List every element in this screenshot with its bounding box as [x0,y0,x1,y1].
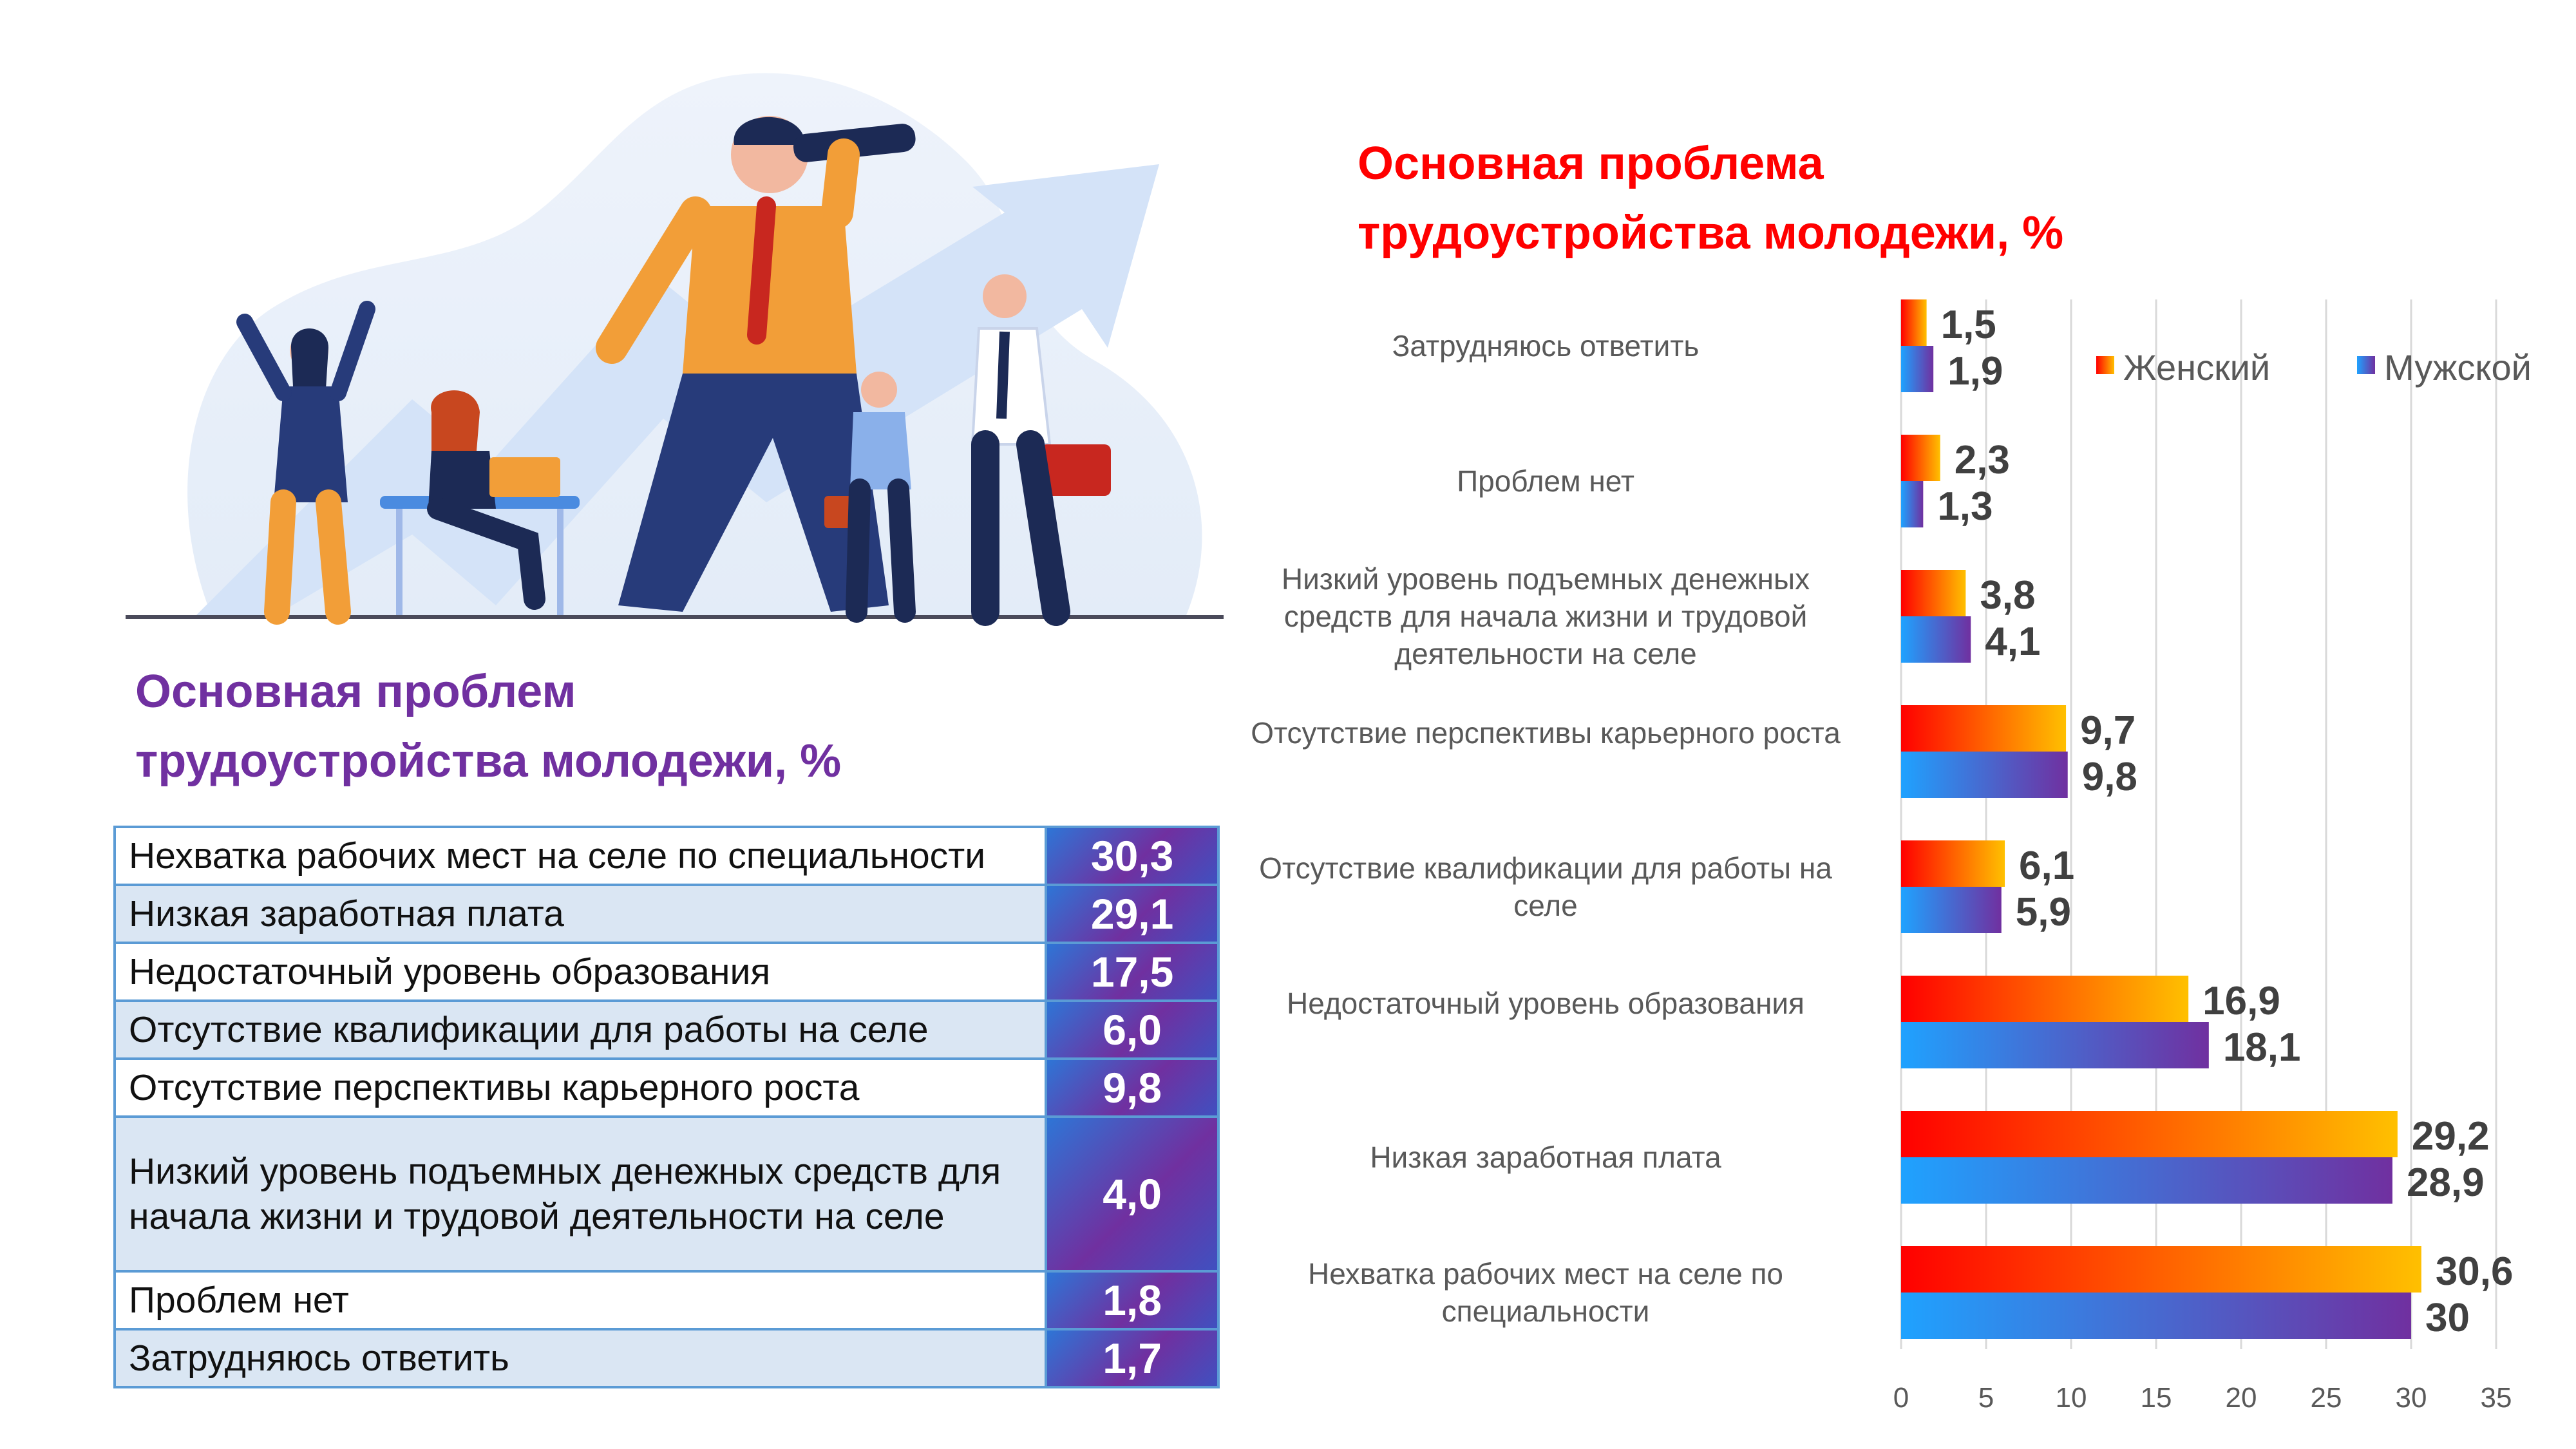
data-label: 4,1 [1985,620,2040,664]
x-tick-label: 5 [1978,1382,1994,1414]
bar-male [1901,1293,2411,1339]
x-tick-label: 0 [1893,1382,1909,1414]
bar-female [1901,435,1940,481]
table-title-line2: трудоустройства молодежи, % [135,735,842,787]
data-label: 1,9 [1947,349,2003,393]
data-label: 3,8 [1980,573,2035,618]
bar-female [1901,705,2067,752]
row-label: Нехватка рабочих мест на селе по специал… [113,826,1048,886]
data-label: 9,7 [2080,708,2136,753]
row-value: 30,3 [1045,826,1220,886]
bar-female [1901,976,2189,1022]
table-row: Отсутствие перспективы карьерного роста … [113,1057,1220,1118]
bar-male [1901,1157,2392,1204]
table-row: Низкая заработная плата 29,1 [113,884,1220,944]
row-label: Проблем нет [113,1270,1048,1331]
row-value: 1,7 [1045,1328,1220,1388]
table-title-line1: Основная проблем [135,666,576,717]
row-value: 29,1 [1045,884,1220,944]
table-row: Проблем нет 1,8 [113,1270,1220,1331]
bar-female [1901,570,1966,616]
table-row: Нехватка рабочих мест на селе по специал… [113,826,1220,886]
man-with-telescope-figure [596,116,916,612]
woman-figure [236,301,375,625]
teamwork-illustration [126,73,1224,626]
man-with-briefcase-figure [824,372,916,623]
legend-swatch [2096,356,2114,374]
category-label: Нехватка рабочих мест на селе по специал… [1308,1257,1783,1328]
bar-male [1901,616,1971,663]
row-value: 4,0 [1045,1115,1220,1273]
bar-male [1901,752,2068,798]
category-label: Затрудняюсь ответить [1392,329,1700,363]
businessman-figure [971,274,1111,626]
data-label: 1,5 [1941,303,1996,347]
row-label: Недостаточный уровень образования [113,942,1048,1002]
x-tick-label: 20 [2226,1382,2257,1414]
chart-title: Основная проблема трудоустройства молодеж… [1358,138,2064,259]
data-label: 30,6 [2436,1249,2514,1294]
row-label: Низкая заработная плата [113,884,1048,944]
bar-female [1901,1111,2398,1157]
category-label: Проблем нет [1457,464,1634,498]
bar-female [1901,299,1927,346]
row-label: Затрудняюсь ответить [113,1328,1048,1388]
data-label: 6,1 [2019,844,2074,888]
table-row: Затрудняюсь ответить 1,7 [113,1328,1220,1388]
row-value: 9,8 [1045,1057,1220,1118]
row-value: 6,0 [1045,999,1220,1060]
woman-at-laptop-figure [380,390,580,615]
category-label: Отсутствие квалификации для работы на се… [1259,851,1832,922]
legend-label: Женский [2123,347,2270,388]
row-label: Отсутствие квалификации для работы на се… [113,999,1048,1060]
data-label: 9,8 [2082,755,2137,799]
bar-male [1901,346,1934,392]
data-label: 28,9 [2407,1160,2485,1205]
x-tick-label: 10 [2056,1382,2087,1414]
table-row: Низкий уровень подъемных денежных средст… [113,1115,1220,1273]
bar-female [1901,1246,2421,1293]
data-label: 1,3 [1937,484,1993,529]
data-label: 29,2 [2412,1114,2490,1159]
legend-label: Мужской [2384,347,2532,388]
data-label: 30 [2425,1296,2470,1340]
x-tick-label: 35 [2481,1382,2512,1414]
row-label: Низкий уровень подъемных денежных средст… [113,1115,1048,1273]
data-label: 5,9 [2016,890,2071,934]
bar-male [1901,481,1924,527]
table-row: Недостаточный уровень образования 17,5 [113,942,1220,1002]
row-value: 17,5 [1045,942,1220,1002]
category-label: Недостаточный уровень образования [1287,987,1804,1020]
row-label: Отсутствие перспективы карьерного роста [113,1057,1048,1118]
bar-female [1901,840,2005,887]
problems-table: Нехватка рабочих мест на селе по специал… [113,826,1220,1388]
data-label: 2,3 [1955,438,2010,482]
table-row: Отсутствие квалификации для работы на се… [113,999,1220,1060]
table-title: Основная проблем трудоустройства молодеж… [135,657,1230,796]
bar-male [1901,887,2002,933]
category-label: Низкий уровень подъемных денежных средст… [1281,562,1810,670]
x-tick-label: 30 [2396,1382,2427,1414]
legend-swatch [2357,356,2375,374]
category-label: Отсутствие перспективы карьерного роста [1251,716,1841,750]
x-tick-label: 25 [2311,1382,2342,1414]
row-value: 1,8 [1045,1270,1220,1331]
x-tick-label: 15 [2141,1382,2172,1414]
category-label: Низкая заработная плата [1370,1141,1721,1174]
data-label: 18,1 [2223,1025,2301,1070]
data-label: 16,9 [2202,979,2280,1023]
bar-male [1901,1022,2209,1068]
